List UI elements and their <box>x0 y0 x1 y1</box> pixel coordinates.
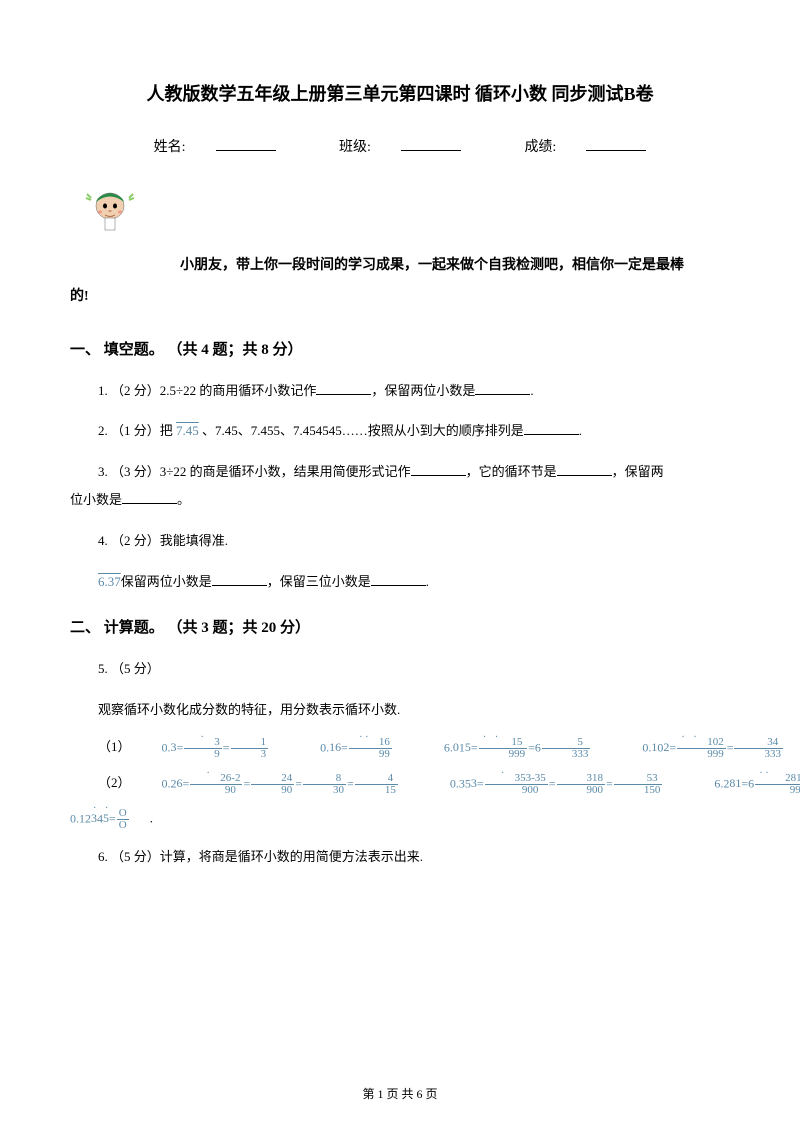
page-title: 人教版数学五年级上册第三单元第四课时 循环小数 同步测试B卷 <box>70 80 730 106</box>
section1-header: 一、 填空题。 （共 4 题；共 8 分） <box>70 338 730 359</box>
name-label: 姓名: <box>139 140 291 155</box>
intro-line2: 的! <box>70 282 730 313</box>
question-5: 5. （5 分） <box>70 655 730 684</box>
question-3: 3. （3 分）3÷22 的商是循环小数，结果用简便形式记作，它的循环节是，保留… <box>70 458 730 515</box>
cartoon-avatar-icon <box>85 186 135 236</box>
intro-section: 小朋友，带上你一段时间的学习成果，一起来做个自我检测吧，相信你一定是最棒 的! <box>70 186 730 313</box>
question-5-line3: 0.12345=OO. <box>70 808 730 831</box>
question-5-line1: （1） 0.3=39=13 0.16=1699 6.015=15999=6533… <box>70 736 730 760</box>
intro-line1: 小朋友，带上你一段时间的学习成果，一起来做个自我检测吧，相信你一定是最棒 <box>70 251 730 282</box>
question-5-text: 观察循环小数化成分数的特征，用分数表示循环小数. <box>70 696 730 725</box>
score-label: 成绩: <box>509 140 661 155</box>
class-label: 班级: <box>324 140 476 155</box>
question-4: 4. （2 分）我能填得准. <box>70 527 730 556</box>
student-info: 姓名: 班级: 成绩: <box>70 136 730 156</box>
page-footer: 第 1 页 共 6 页 <box>0 1085 800 1102</box>
question-2: 2. （1 分）把 7.45 、7.45、7.455、7.454545……按照从… <box>70 417 730 446</box>
question-1: 1. （2 分）2.5÷22 的商用循环小数记作，保留两位小数是. <box>70 377 730 406</box>
question-5-line2: （2） 0.26=26-290=2490=830=415 0.353=353-3… <box>70 772 730 796</box>
question-6: 6. （5 分）计算，将商是循环小数的用简便方法表示出来. <box>70 843 730 872</box>
section2-header: 二、 计算题。 （共 3 题；共 20 分） <box>70 616 730 637</box>
question-4b: 6.37保留两位小数是，保留三位小数是. <box>70 568 730 597</box>
